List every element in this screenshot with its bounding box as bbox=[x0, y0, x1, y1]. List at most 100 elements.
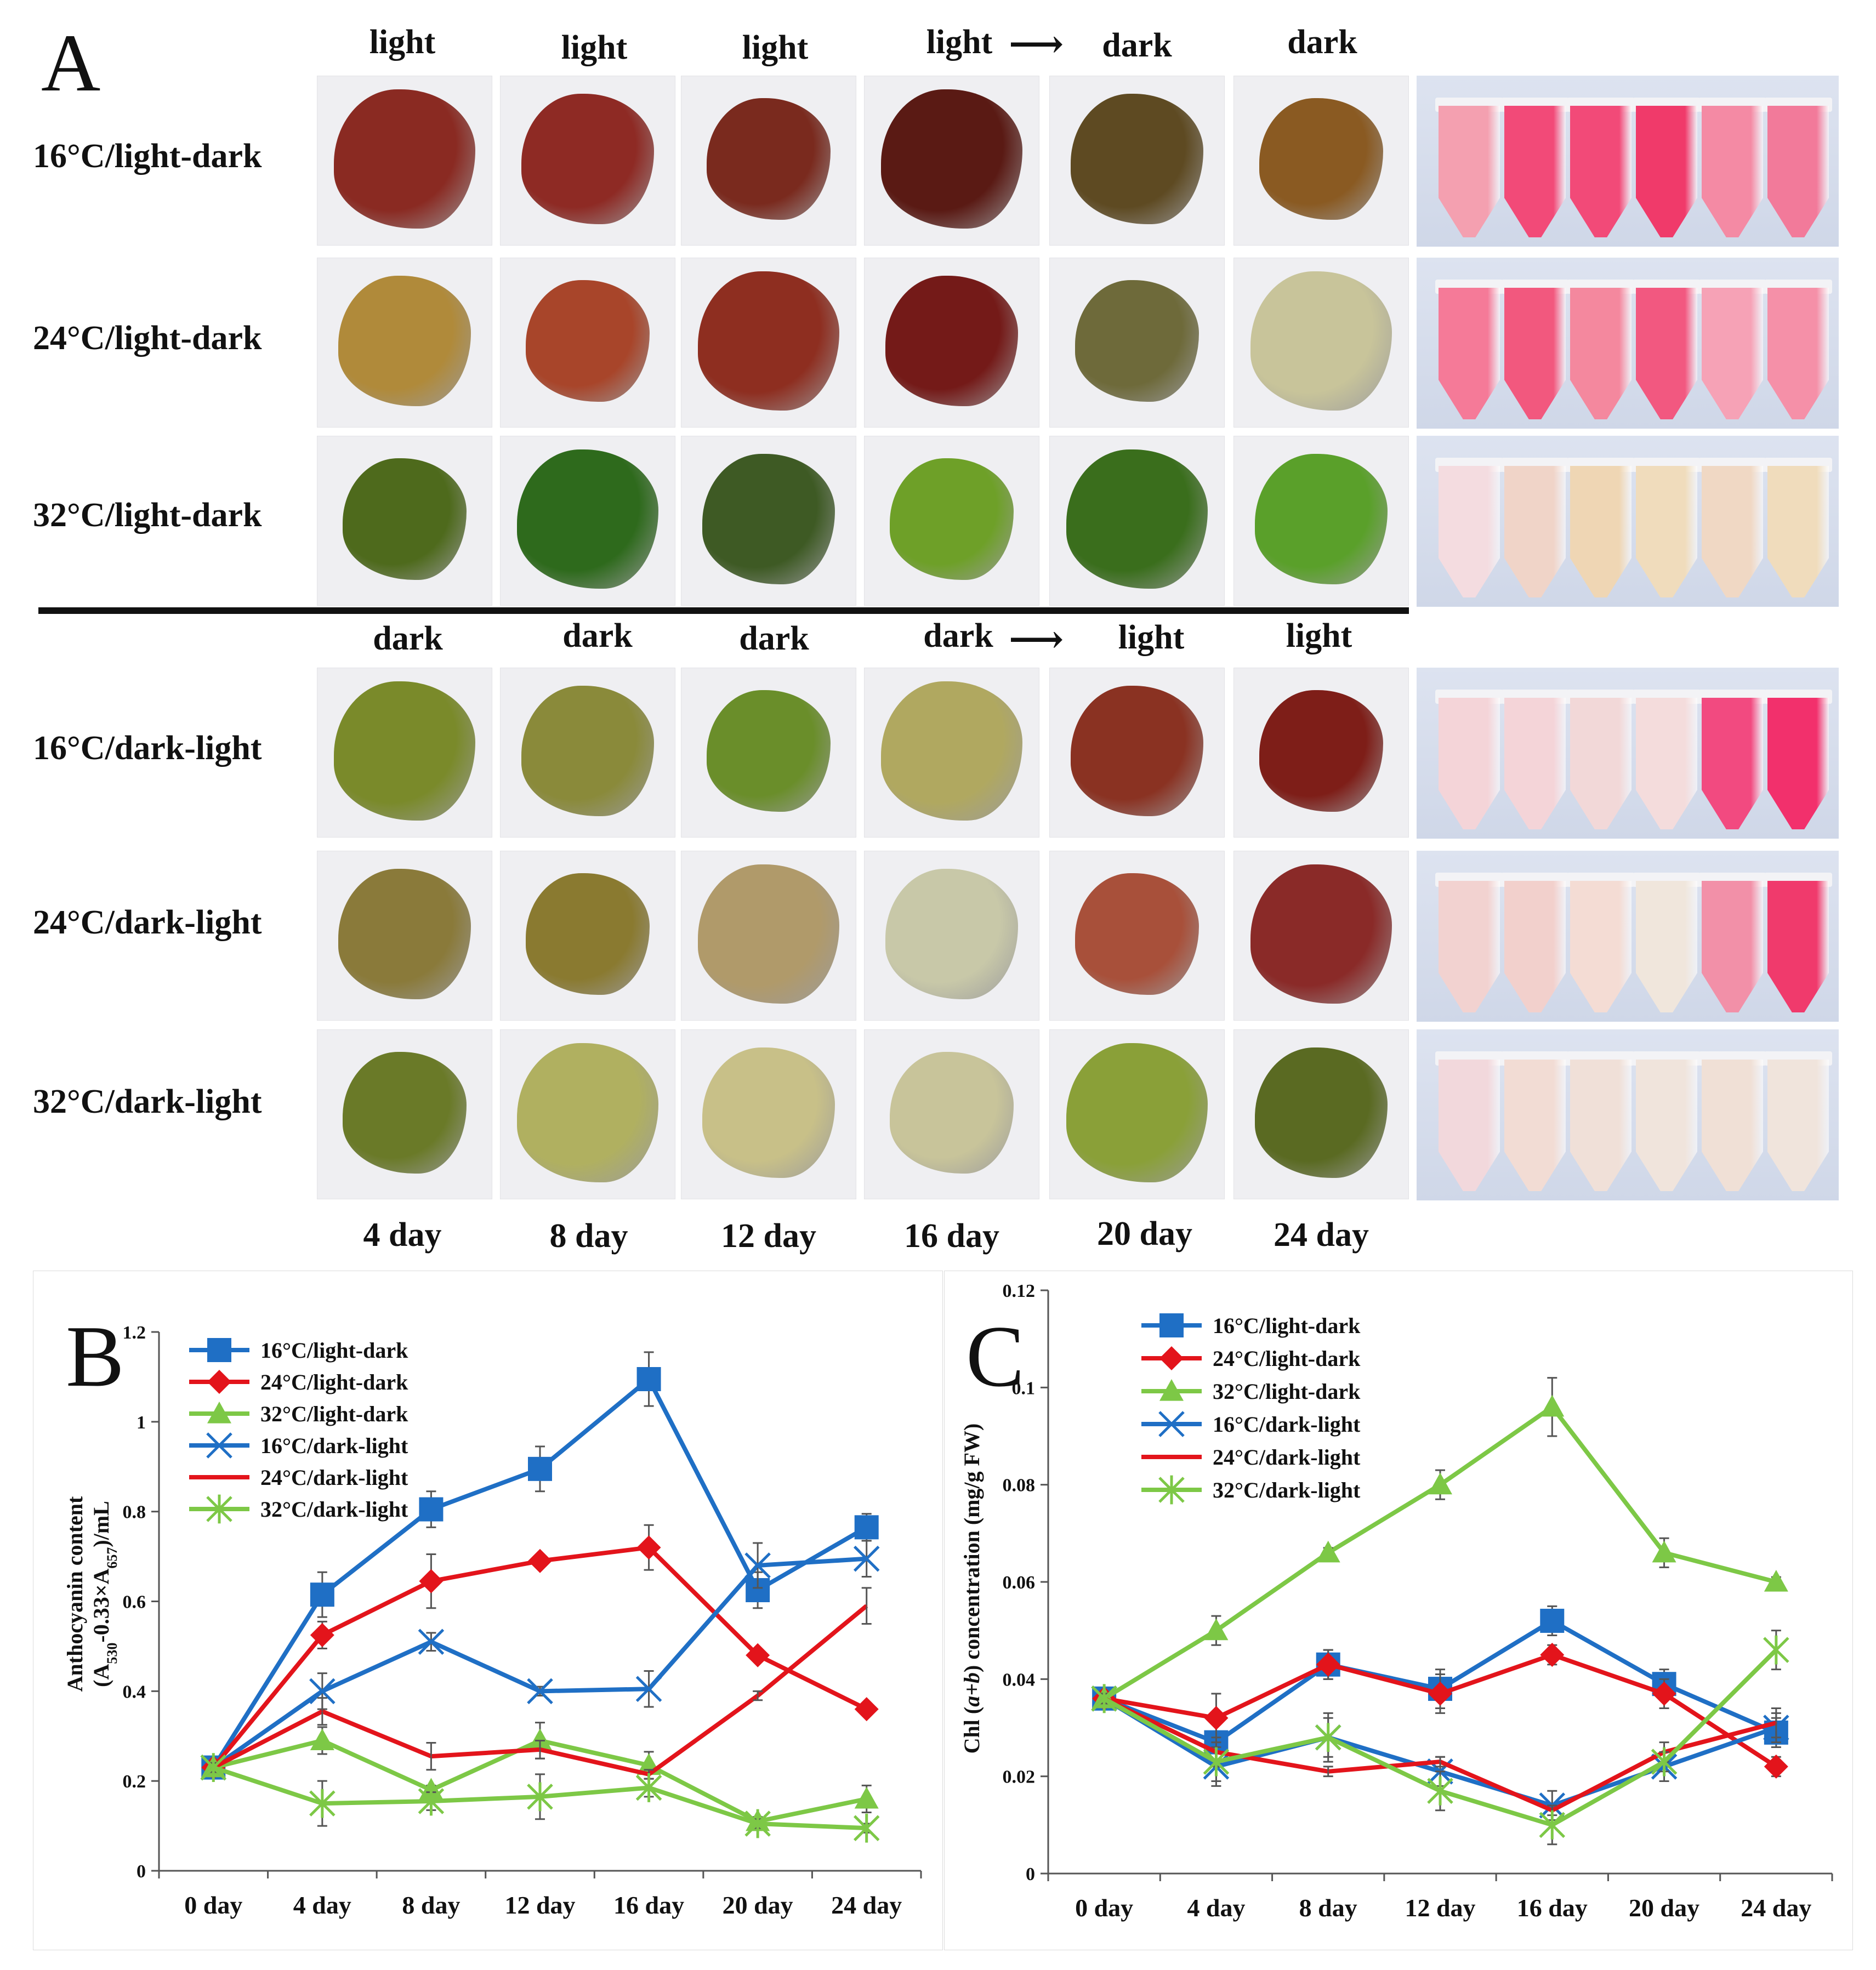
y-tick-label: 0.04 bbox=[1003, 1670, 1036, 1690]
callus-photo bbox=[1233, 1029, 1409, 1199]
data-point-triangle bbox=[310, 1728, 334, 1751]
data-point-x bbox=[309, 1678, 336, 1705]
series-group bbox=[200, 1753, 880, 1843]
callus-sample bbox=[521, 686, 654, 816]
legend-label: 32°C/light-dark bbox=[260, 1402, 408, 1426]
legend-item: 24°C/dark-light bbox=[189, 1465, 408, 1490]
data-point-triangle bbox=[1652, 1540, 1676, 1563]
callus-photo bbox=[1049, 436, 1225, 606]
y-axis-label-part: (A bbox=[89, 1664, 113, 1687]
callus-photo bbox=[500, 1029, 675, 1199]
row-label-24-dark-light: 24°C/dark-light bbox=[33, 904, 262, 941]
sample-tube bbox=[1767, 466, 1829, 597]
panel-divider bbox=[38, 607, 1409, 614]
callus-sample bbox=[1075, 873, 1199, 995]
sample-tube bbox=[1636, 1060, 1697, 1191]
legend-item: 16°C/dark-light bbox=[189, 1432, 408, 1459]
callus-sample bbox=[885, 869, 1018, 999]
legend-label: 24°C/dark-light bbox=[1213, 1445, 1361, 1470]
row-label-32-dark-light: 32°C/dark-light bbox=[33, 1083, 262, 1120]
legend-label: 24°C/light-dark bbox=[1213, 1346, 1361, 1371]
callus-sample bbox=[521, 94, 654, 224]
sample-tube bbox=[1570, 881, 1631, 1012]
callus-sample bbox=[1259, 98, 1383, 220]
x-tick-label: 12 day bbox=[504, 1891, 575, 1919]
callus-sample bbox=[707, 690, 831, 812]
sample-tube bbox=[1767, 881, 1829, 1012]
data-point-square bbox=[419, 1497, 444, 1522]
data-point bbox=[219, 1477, 220, 1478]
series-group bbox=[1091, 1630, 1789, 1846]
data-point-asterisk bbox=[1091, 1684, 1117, 1713]
data-point-x bbox=[744, 1552, 771, 1579]
callus-photo bbox=[317, 436, 492, 606]
x-tick-label: 8 day bbox=[1299, 1894, 1357, 1922]
x-tick-label: 0 day bbox=[1075, 1894, 1133, 1922]
top-header-4: light bbox=[926, 24, 993, 61]
legend-label: 16°C/dark-light bbox=[260, 1433, 408, 1458]
sample-tube bbox=[1570, 288, 1631, 419]
data-point-diamond bbox=[854, 1697, 879, 1722]
y-axis-label-part: a+b bbox=[959, 1672, 984, 1707]
sample-tube bbox=[1439, 106, 1500, 237]
callus-photo bbox=[864, 668, 1039, 838]
y-tick-label: 0.8 bbox=[123, 1502, 146, 1523]
data-point bbox=[321, 1711, 323, 1712]
callus-sample bbox=[526, 873, 650, 995]
callus-sample bbox=[1066, 1043, 1208, 1182]
tube-photo bbox=[1417, 1029, 1839, 1200]
x-tick-label: 8 day bbox=[402, 1891, 460, 1919]
callus-sample bbox=[334, 681, 475, 821]
sample-tube bbox=[1702, 1060, 1763, 1191]
data-point-asterisk bbox=[744, 1809, 771, 1838]
callus-photo bbox=[681, 851, 856, 1021]
data-point-asterisk bbox=[206, 1494, 232, 1524]
y-axis-label-part: 657 bbox=[104, 1547, 120, 1569]
y-tick-label: 1 bbox=[137, 1413, 146, 1433]
sample-tube bbox=[1439, 466, 1500, 597]
callus-sample bbox=[1259, 690, 1383, 812]
legend-item: 32°C/light-dark bbox=[1141, 1379, 1361, 1404]
callus-photo bbox=[1233, 668, 1409, 838]
callus-sample bbox=[881, 681, 1022, 821]
data-point-triangle bbox=[1204, 1618, 1229, 1641]
chart-b: B 0 0.2 0.4 0.6 0.8 1 1.2 0 day 4 day 8 day 12 day… bbox=[32, 1270, 943, 1951]
data-point-triangle bbox=[1540, 1394, 1565, 1417]
data-point-square bbox=[1540, 1608, 1565, 1633]
data-point-diamond bbox=[310, 1622, 334, 1647]
x-tick-label: 20 day bbox=[723, 1891, 793, 1919]
callus-photo bbox=[317, 1029, 492, 1199]
data-point-x bbox=[853, 1545, 880, 1572]
legend-item: 32°C/dark-light bbox=[189, 1494, 408, 1524]
y-tick-label: 0.2 bbox=[123, 1772, 146, 1792]
bottom-arrow: ⟶ bbox=[1009, 619, 1064, 661]
data-point-asterisk bbox=[1651, 1747, 1678, 1777]
callus-photo bbox=[500, 258, 675, 428]
data-point-diamond bbox=[1540, 1643, 1565, 1667]
legend-label: 32°C/dark-light bbox=[1213, 1478, 1361, 1502]
data-point-x bbox=[635, 1676, 662, 1703]
data-point bbox=[866, 1605, 867, 1607]
callus-photo bbox=[1049, 76, 1225, 246]
sample-tube bbox=[1702, 698, 1763, 829]
sample-tube bbox=[1570, 106, 1631, 237]
sample-tube bbox=[1570, 698, 1631, 829]
y-tick-label: 0.06 bbox=[1003, 1573, 1036, 1593]
callus-photo bbox=[864, 258, 1039, 428]
sample-tube bbox=[1702, 881, 1763, 1012]
legend-item: 32°C/light-dark bbox=[189, 1402, 408, 1426]
data-point bbox=[430, 1756, 432, 1757]
data-point bbox=[539, 1749, 541, 1750]
x-tick-label: 16 day bbox=[613, 1891, 684, 1919]
data-point-diamond bbox=[419, 1569, 444, 1593]
sample-tube bbox=[1702, 466, 1763, 597]
callus-sample bbox=[702, 454, 835, 584]
data-point-triangle bbox=[207, 1402, 231, 1424]
callus-photo bbox=[864, 851, 1039, 1021]
callus-sample bbox=[698, 864, 839, 1004]
callus-photo bbox=[1233, 258, 1409, 428]
callus-sample bbox=[1250, 864, 1392, 1004]
sample-tube bbox=[1504, 698, 1566, 829]
sample-tube bbox=[1504, 106, 1566, 237]
day-label-8: 8 day bbox=[549, 1217, 628, 1255]
